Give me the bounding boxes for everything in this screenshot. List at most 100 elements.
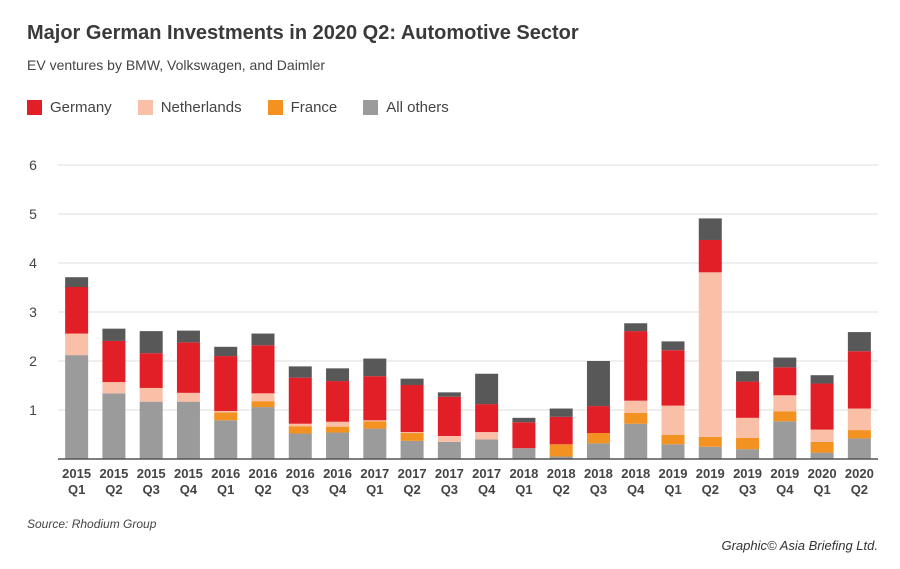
bar-segment-france (698, 436, 722, 447)
bar-segment-netherlands (698, 272, 722, 437)
bar-segment-france (661, 434, 685, 445)
bar-segment-germany (810, 383, 834, 430)
bar-segment-netherlands (288, 423, 312, 427)
bar-segment-germany (251, 345, 275, 394)
bar-segment-netherlands (102, 382, 126, 394)
bar-segment-other (363, 358, 387, 377)
legend-swatch-france (267, 100, 283, 115)
x-tick-label-year: 2018 (509, 466, 538, 481)
x-tick-label-quarter: Q3 (590, 482, 607, 497)
x-tick-label-quarter: Q1 (366, 482, 383, 497)
bar-segment-france (624, 412, 648, 424)
bar-segment-netherlands (176, 392, 200, 402)
x-tick-label-quarter: Q2 (105, 482, 122, 497)
bar-segment-other (102, 328, 126, 341)
bar-segment-france (288, 426, 312, 434)
bar-segment-all-others (549, 456, 573, 459)
x-tick-label-year: 2017 (435, 466, 464, 481)
legend-label-france: France (290, 99, 338, 116)
x-tick-label-year: 2016 (211, 466, 240, 481)
bar-segment-all-others (847, 438, 871, 459)
x-tick-label-quarter: Q1 (515, 482, 532, 497)
bar-segment-netherlands (736, 417, 760, 438)
x-tick-label-quarter: Q3 (143, 482, 160, 497)
bar-segment-netherlands (475, 432, 499, 440)
x-tick-label-year: 2017 (360, 466, 389, 481)
bar-segment-all-others (176, 401, 200, 459)
y-tick-label: 6 (29, 157, 37, 173)
bar-segment-netherlands (847, 408, 871, 431)
bar-segment-france (773, 411, 797, 422)
bar-segment-france (363, 421, 387, 429)
x-tick-label-quarter: Q3 (739, 482, 756, 497)
bar-segment-all-others (736, 449, 760, 459)
bar-segment-france (736, 437, 760, 450)
y-tick-label: 3 (29, 304, 37, 320)
bar-segment-germany (214, 356, 238, 411)
y-tick-label: 2 (29, 353, 37, 369)
bar-segment-france (549, 444, 573, 457)
bar-segment-other (810, 375, 834, 384)
legend-swatch-all-others (363, 100, 379, 115)
bar-segment-netherlands (773, 395, 797, 412)
bar-segment-germany (512, 422, 536, 449)
legend-item-germany: Germany (27, 99, 112, 116)
bar-segment-other (624, 323, 648, 332)
bar-segment-all-others (326, 432, 350, 459)
bar-segment-all-others (214, 420, 238, 459)
bar-segment-all-others (363, 428, 387, 459)
bar-segment-netherlands (363, 420, 387, 422)
bar-segment-france (810, 441, 834, 453)
x-tick-label-quarter: Q1 (68, 482, 85, 497)
x-tick-label-year: 2016 (249, 466, 278, 481)
bar-segment-france (251, 401, 275, 408)
bar-segment-netherlands (661, 405, 685, 435)
x-tick-label-quarter: Q4 (329, 482, 347, 497)
x-tick-label-quarter: Q2 (403, 482, 420, 497)
bar-segment-france (847, 430, 871, 439)
bar-segment-all-others (698, 446, 722, 459)
x-tick-label-quarter: Q4 (478, 482, 496, 497)
bar-segment-france (326, 426, 350, 433)
bar-segment-all-others (810, 452, 834, 459)
bar-segment-germany (586, 406, 610, 434)
bar-segment-other (661, 341, 685, 351)
x-tick-label-quarter: Q1 (664, 482, 681, 497)
x-tick-label-quarter: Q4 (627, 482, 645, 497)
bar-segment-france (214, 412, 238, 421)
bar-segment-netherlands (437, 435, 461, 442)
bar-segment-germany (288, 377, 312, 424)
x-tick-label-quarter: Q4 (180, 482, 198, 497)
x-tick-label-quarter: Q3 (441, 482, 458, 497)
bar-segment-all-others (288, 433, 312, 459)
bar-segment-all-others (512, 448, 536, 459)
chart-subtitle: EV ventures by BMW, Volkswagen, and Daim… (27, 57, 326, 73)
bar-segment-germany (847, 351, 871, 409)
x-tick-label-quarter: Q1 (813, 482, 830, 497)
bar-segment-other (288, 366, 312, 378)
x-tick-label-year: 2020 (845, 466, 874, 481)
bar-segment-netherlands (810, 429, 834, 442)
x-tick-label-year: 2016 (323, 466, 352, 481)
bar-segment-other (176, 330, 200, 343)
bar-segment-netherlands (624, 400, 648, 413)
legend-swatch-germany (27, 100, 42, 115)
bar-segment-all-others (400, 440, 424, 459)
bar-segment-netherlands (251, 393, 275, 402)
legend-item-netherlands: Netherlands (137, 99, 242, 116)
bar-segment-germany (624, 331, 648, 401)
bar-segment-netherlands (214, 410, 238, 413)
bar-segment-other (512, 417, 536, 423)
bar-segment-all-others (102, 393, 126, 459)
bar-segment-germany (698, 239, 722, 273)
x-tick-label-quarter: Q3 (292, 482, 309, 497)
x-tick-label-year: 2015 (99, 466, 128, 481)
bar-segment-germany (102, 340, 126, 383)
bar-segment-netherlands (326, 421, 350, 427)
bar-segment-all-others (251, 407, 275, 459)
bar-segment-all-others (586, 443, 610, 459)
bar-segment-france (400, 433, 424, 441)
y-tick-label: 4 (29, 255, 37, 271)
bar-segment-other (586, 361, 610, 407)
